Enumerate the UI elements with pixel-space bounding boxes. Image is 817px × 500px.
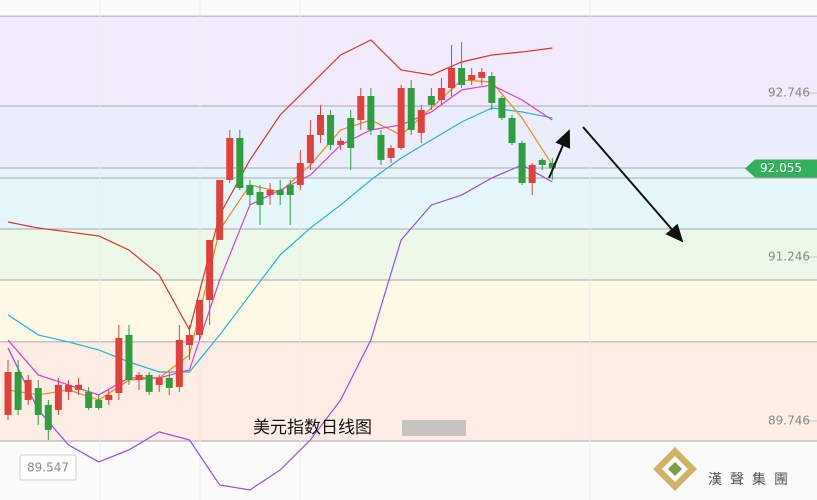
price-tag bbox=[745, 159, 817, 178]
candle-body bbox=[4, 371, 12, 415]
candle-body bbox=[24, 379, 32, 400]
candle-body bbox=[155, 377, 163, 385]
candle-body bbox=[216, 179, 224, 240]
candle-body bbox=[468, 74, 476, 81]
price-tag-label: 92.055 bbox=[760, 161, 802, 175]
y-tick-label: 89.746 bbox=[768, 413, 810, 427]
up-arrow bbox=[548, 129, 571, 179]
candle-body bbox=[256, 191, 264, 205]
candle-body bbox=[508, 117, 516, 143]
band bbox=[0, 279, 817, 342]
candle-body bbox=[387, 148, 395, 158]
candle-body bbox=[427, 95, 435, 105]
candle-body bbox=[75, 384, 83, 390]
y-tick-label: 92.746 bbox=[768, 86, 810, 100]
candle-body bbox=[185, 334, 193, 345]
candle-body bbox=[538, 159, 546, 165]
indicator-line bbox=[7, 107, 553, 373]
labels: 92.746 91.246 89.746 92.055 89.547 bbox=[19, 86, 817, 481]
low-box bbox=[19, 454, 77, 481]
y-tick-label: 91.246 bbox=[768, 249, 810, 263]
candle-body bbox=[448, 67, 456, 88]
grid bbox=[99, 0, 591, 500]
candle-body bbox=[276, 189, 284, 196]
candle-body bbox=[528, 164, 536, 183]
candle-body bbox=[95, 399, 103, 408]
candle-body bbox=[498, 97, 506, 118]
candle-body bbox=[437, 87, 445, 101]
candle-body bbox=[175, 339, 183, 387]
candle-body bbox=[417, 109, 425, 133]
candle-body bbox=[125, 334, 133, 380]
band bbox=[0, 177, 817, 230]
candle-body bbox=[44, 404, 52, 430]
chart-title: 美元指数日线图 bbox=[253, 418, 372, 438]
candle-body bbox=[246, 184, 254, 196]
candle-body bbox=[165, 377, 173, 388]
candle-body bbox=[357, 95, 365, 121]
candle-body bbox=[34, 387, 42, 415]
candle-body bbox=[377, 135, 385, 160]
candle-body bbox=[115, 337, 123, 393]
blur-box bbox=[402, 420, 466, 436]
logo-mark bbox=[668, 462, 682, 476]
candle-body bbox=[367, 95, 375, 130]
low-label: 89.547 bbox=[27, 461, 69, 475]
candle-body bbox=[488, 75, 496, 103]
brand: 漢聲集團 bbox=[708, 471, 796, 488]
bands bbox=[0, 15, 817, 442]
candle-body bbox=[327, 114, 335, 145]
candle-body bbox=[196, 299, 204, 335]
band bbox=[0, 168, 817, 178]
candle-body bbox=[407, 87, 415, 130]
candle-body bbox=[85, 391, 93, 408]
candle-body bbox=[64, 384, 72, 392]
logo: 漢聲集團 bbox=[653, 447, 796, 491]
candle-body bbox=[347, 117, 355, 149]
candle-body bbox=[206, 239, 214, 300]
candle-body bbox=[296, 162, 304, 185]
candle-body bbox=[54, 384, 62, 410]
candle-body bbox=[397, 87, 405, 149]
candle-body bbox=[145, 374, 153, 392]
down-arrow bbox=[582, 126, 684, 243]
candle-body bbox=[105, 394, 113, 400]
candle-body bbox=[266, 189, 274, 196]
candle-body bbox=[548, 162, 556, 169]
indicator-line bbox=[7, 164, 553, 491]
candle-body bbox=[478, 72, 486, 78]
candle-body bbox=[458, 67, 466, 85]
candle-body bbox=[306, 135, 314, 163]
candle-body bbox=[337, 140, 345, 145]
candle-body bbox=[135, 374, 143, 380]
candle-body bbox=[236, 137, 244, 189]
candles bbox=[4, 41, 556, 440]
candle-body bbox=[316, 114, 324, 136]
band bbox=[0, 229, 817, 280]
candle-body bbox=[14, 371, 22, 410]
candle-body bbox=[226, 137, 234, 180]
candle-body bbox=[286, 184, 294, 196]
candle-body bbox=[518, 142, 526, 183]
